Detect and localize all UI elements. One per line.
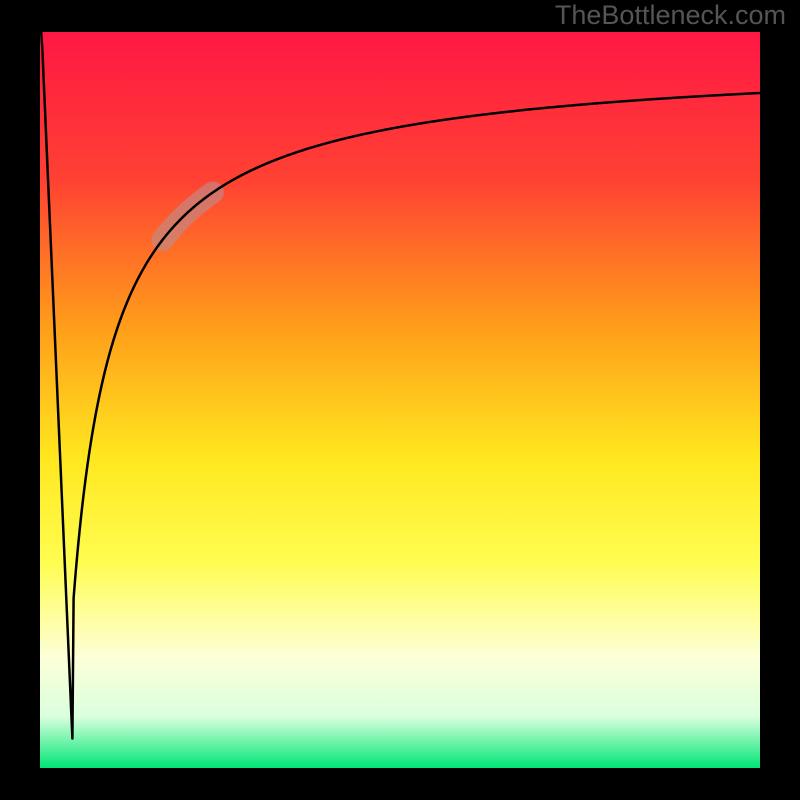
watermark-text: TheBottleneck.com (555, 0, 786, 31)
bottleneck-chart (0, 0, 800, 800)
chart-background (40, 32, 760, 768)
